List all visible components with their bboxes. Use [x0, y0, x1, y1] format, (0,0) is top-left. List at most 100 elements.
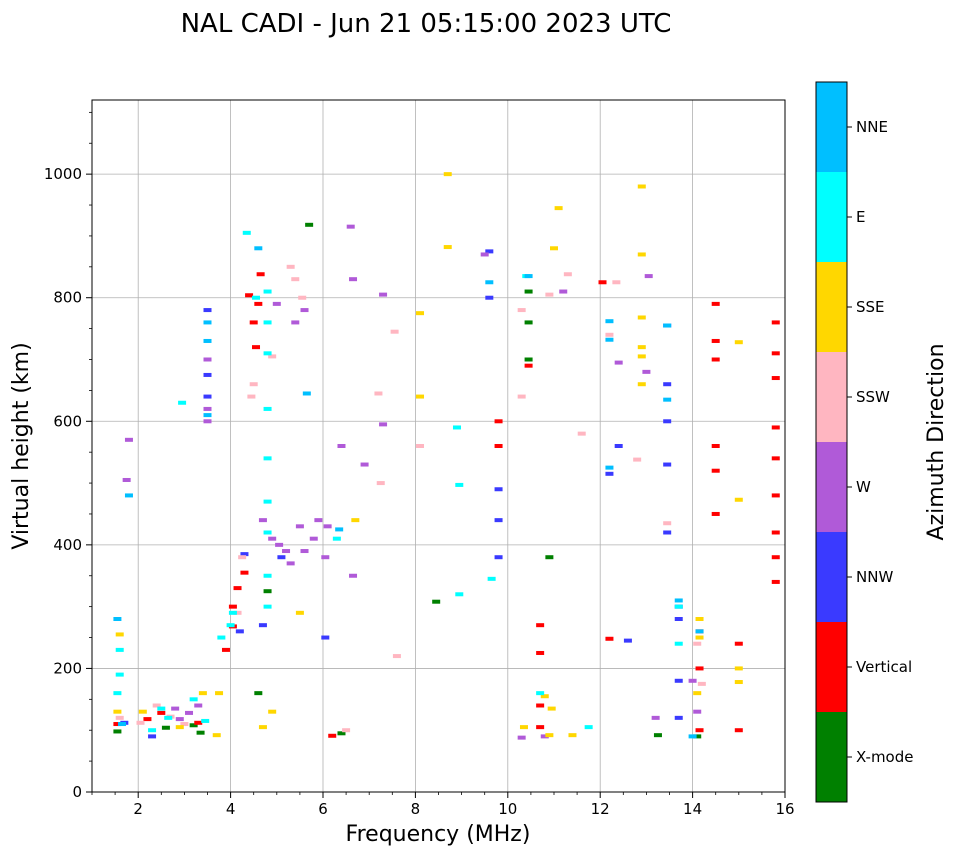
- echo-point-vertical: [771, 456, 780, 461]
- echo-point-w: [321, 555, 330, 560]
- echo-point-nnw: [235, 629, 244, 634]
- colorbar-swatch-e: [816, 172, 847, 262]
- echo-point-e: [455, 592, 464, 597]
- x-tick-label-6: 14: [683, 800, 702, 818]
- echo-point-nnw: [663, 419, 672, 424]
- colorbar-label-sse: SSE: [856, 298, 885, 316]
- echo-point-nnw: [485, 295, 494, 300]
- echo-point-nnw: [623, 638, 632, 643]
- x-tick-label-5: 12: [591, 800, 610, 818]
- echo-point-sse: [568, 733, 577, 738]
- plot-frame: [91, 99, 786, 793]
- colorbar-swatch-w: [816, 442, 847, 532]
- echo-point-w: [323, 524, 332, 529]
- echo-point-vertical: [711, 301, 720, 306]
- echo-point-ssw: [612, 280, 621, 285]
- echo-point-w: [175, 717, 184, 722]
- x-tick-label-2: 6: [318, 800, 328, 818]
- echo-point-w: [349, 573, 358, 578]
- echo-point-xmode: [161, 725, 170, 730]
- echo-point-nne: [118, 722, 127, 727]
- echo-point-sse: [695, 635, 704, 640]
- echo-point-sse: [113, 709, 122, 714]
- echo-point-ssw: [663, 521, 672, 526]
- echo-point-vertical: [711, 338, 720, 343]
- echo-point-w: [203, 419, 212, 424]
- echo-point-nne: [203, 320, 212, 325]
- echo-point-sse: [519, 725, 528, 730]
- echo-point-nnw: [258, 623, 267, 628]
- echo-point-vertical: [249, 320, 258, 325]
- echo-point-vertical: [695, 666, 704, 671]
- echo-point-w: [379, 422, 388, 427]
- colorbar-label-ssw: SSW: [856, 388, 890, 406]
- echo-point-sse: [637, 315, 646, 320]
- echo-point-ssw: [374, 391, 383, 396]
- echo-point-ssw: [697, 681, 706, 686]
- echo-point-xmode: [305, 222, 314, 227]
- echo-point-xmode: [196, 730, 205, 735]
- echo-point-xmode: [545, 555, 554, 560]
- echo-point-ssw: [605, 332, 614, 337]
- colorbar-swatch-ssw: [816, 352, 847, 442]
- echo-point-w: [644, 274, 653, 279]
- echo-point-w: [194, 703, 203, 708]
- echo-point-ssw: [633, 457, 642, 462]
- echo-point-ssw: [249, 382, 258, 387]
- colorbar-frame: [815, 81, 848, 803]
- echo-point-vertical: [536, 725, 545, 730]
- echo-point-w: [268, 536, 277, 541]
- echo-point-w: [171, 706, 180, 711]
- echo-point-vertical: [711, 468, 720, 473]
- x-tick-label-3: 8: [411, 800, 421, 818]
- echo-point-vertical: [771, 376, 780, 381]
- echo-point-w: [309, 536, 318, 541]
- echo-point-e: [674, 641, 683, 646]
- x-tick-label-1: 4: [226, 800, 236, 818]
- echo-point-vertical: [494, 444, 503, 448]
- echo-point-sse: [734, 666, 743, 671]
- echo-point-xmode: [432, 599, 441, 604]
- echo-point-vertical: [221, 647, 230, 652]
- echo-point-sse: [547, 706, 556, 711]
- echo-point-e: [263, 604, 272, 609]
- echo-point-nne: [695, 629, 704, 634]
- echo-point-e: [263, 351, 272, 356]
- echo-point-e: [164, 715, 173, 720]
- echo-point-nne: [302, 391, 311, 396]
- echo-point-nnw: [148, 734, 157, 739]
- y-tick-label-2: 400: [53, 536, 82, 554]
- echo-point-w: [286, 561, 295, 566]
- y-tick-label-4: 800: [53, 289, 82, 307]
- echo-point-vertical: [598, 280, 607, 285]
- y-axis-title: Virtual height (km): [9, 342, 34, 549]
- echo-point-sse: [295, 610, 304, 615]
- colorbar-label-xmode: X-mode: [856, 748, 913, 766]
- x-axis-title: Frequency (MHz): [346, 822, 531, 847]
- echo-point-sse: [215, 691, 224, 696]
- echo-point-vertical: [256, 272, 265, 277]
- x-tick-label-0: 2: [133, 800, 143, 818]
- echo-point-nnw: [277, 555, 286, 560]
- echo-point-ssw: [152, 703, 161, 708]
- echo-point-nne: [113, 617, 122, 621]
- colorbar-swatch-vertical: [816, 622, 847, 712]
- echo-point-e: [263, 289, 272, 294]
- echo-point-ssw: [298, 295, 307, 300]
- echo-point-xmode: [524, 320, 533, 325]
- echo-point-nne: [688, 734, 697, 739]
- echo-point-vertical: [245, 293, 254, 298]
- y-tick-label-0: 0: [72, 783, 82, 801]
- echo-point-xmode: [113, 729, 122, 734]
- echo-point-w: [379, 292, 388, 297]
- echo-point-w: [185, 710, 194, 715]
- echo-point-ssw: [376, 481, 385, 486]
- echo-point-e: [263, 573, 272, 578]
- echo-point-nne: [605, 465, 614, 470]
- echo-point-e: [115, 672, 124, 677]
- echo-point-nne: [124, 493, 133, 498]
- echo-point-sse: [734, 680, 743, 685]
- echo-point-e: [178, 400, 187, 405]
- echo-point-ssw: [342, 728, 351, 733]
- echo-point-nnw: [203, 372, 212, 377]
